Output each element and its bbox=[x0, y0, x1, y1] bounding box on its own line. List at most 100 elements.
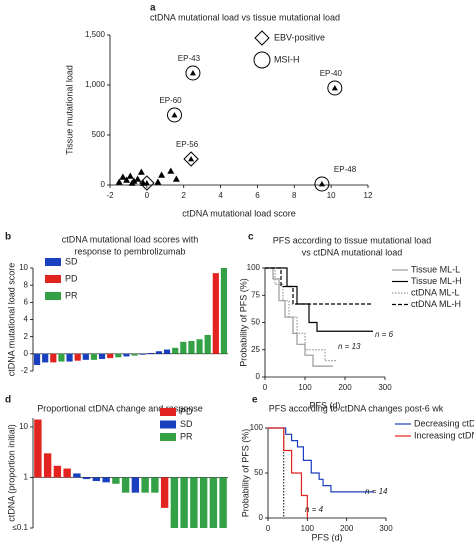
bar bbox=[151, 477, 159, 493]
y-tick-label: 1,000 bbox=[85, 80, 106, 89]
y-tick-label: 0 bbox=[259, 513, 264, 522]
chart-title: Proportional ctDNA change and response bbox=[37, 403, 203, 413]
x-tick-label: 10 bbox=[327, 191, 336, 200]
annotation: n = 6 bbox=[375, 330, 394, 339]
chart-title: ctDNA mutational load vs tissue mutation… bbox=[150, 12, 340, 22]
bar bbox=[53, 465, 62, 478]
bar bbox=[107, 353, 114, 359]
y-tick-label: 2 bbox=[24, 332, 29, 341]
bar bbox=[209, 477, 218, 528]
triangle-point bbox=[154, 178, 162, 185]
chart-title: PFS according to tissue mutational load bbox=[273, 235, 432, 245]
panel-letter: e bbox=[252, 395, 258, 406]
bar bbox=[98, 353, 106, 359]
x-axis-title: ctDNA mutational load score bbox=[182, 208, 296, 218]
ebv-marker bbox=[183, 151, 199, 167]
x-tick-label: -2 bbox=[106, 191, 114, 200]
bar bbox=[180, 477, 188, 528]
legend-swatch bbox=[45, 292, 61, 300]
legend-label: PD bbox=[65, 273, 78, 283]
y-tick-label: 100 bbox=[247, 263, 261, 272]
triangle-point bbox=[128, 179, 136, 186]
x-tick-label: 100 bbox=[301, 524, 315, 533]
triangle-point bbox=[137, 168, 145, 175]
panel-letter: d bbox=[5, 395, 11, 406]
triangle-point bbox=[134, 175, 142, 182]
y-tick-label: 75 bbox=[251, 290, 260, 299]
bar bbox=[74, 353, 81, 361]
bar bbox=[92, 477, 101, 482]
y-axis-title: Probability of PFS (%) bbox=[238, 278, 248, 367]
bar bbox=[42, 353, 49, 363]
bar bbox=[180, 341, 187, 354]
legend-swatch bbox=[160, 408, 176, 416]
annotation: n = 4 bbox=[305, 505, 324, 514]
triangle-point bbox=[189, 70, 196, 76]
x-tick-label: 100 bbox=[298, 383, 312, 392]
bar bbox=[73, 473, 81, 478]
chart-title: response to pembrolizumab bbox=[74, 246, 185, 256]
x-tick-label: 2 bbox=[181, 191, 186, 200]
y-tick-label: 1 bbox=[24, 473, 29, 482]
ebv-marker bbox=[139, 175, 155, 191]
bar bbox=[66, 353, 73, 362]
triangle-point bbox=[158, 171, 166, 178]
y-tick-label: 500 bbox=[92, 130, 106, 139]
x-tick-label: 300 bbox=[379, 524, 393, 533]
bar bbox=[170, 477, 179, 528]
triangle-point bbox=[119, 173, 127, 180]
y-tick-label: 25 bbox=[251, 345, 260, 354]
msi-marker bbox=[167, 107, 182, 123]
legend-label: ctDNA ML-H bbox=[411, 299, 461, 309]
y-tick-label: 50 bbox=[254, 468, 263, 477]
legend-label: SD bbox=[65, 256, 78, 266]
annotation: n = 14 bbox=[365, 487, 388, 496]
x-tick-label: 200 bbox=[340, 524, 354, 533]
bar bbox=[131, 353, 138, 356]
bar bbox=[123, 353, 130, 357]
y-axis-title: ctDNA (proportion initial) bbox=[6, 424, 16, 522]
y-tick-label: 10 bbox=[19, 263, 28, 272]
triangle-point bbox=[188, 156, 195, 162]
legend-swatch bbox=[45, 258, 61, 266]
legend-msi bbox=[253, 51, 271, 69]
legend-label: Increasing ctDNA bbox=[414, 430, 474, 440]
bar bbox=[199, 477, 208, 528]
y-tick-label: 50 bbox=[251, 318, 260, 327]
y-tick-label: 4 bbox=[24, 315, 29, 324]
triangle-point bbox=[318, 181, 325, 187]
point-label: EP-43 bbox=[178, 54, 201, 63]
panel-letter: b bbox=[5, 232, 11, 243]
x-tick-label: 200 bbox=[338, 383, 352, 392]
bar bbox=[188, 340, 195, 354]
msi-marker bbox=[185, 65, 201, 81]
bar bbox=[90, 353, 98, 360]
x-tick-label: 0 bbox=[263, 383, 268, 392]
bar bbox=[147, 352, 154, 354]
legend-label: ctDNA ML-L bbox=[411, 287, 460, 297]
bar bbox=[190, 477, 198, 528]
bar bbox=[82, 353, 89, 360]
chart-title: vs ctDNA mutational load bbox=[302, 247, 403, 257]
bar bbox=[50, 353, 57, 363]
bar bbox=[196, 339, 203, 354]
y-tick-label: -2 bbox=[21, 366, 29, 375]
triangle-point bbox=[126, 172, 134, 179]
annotation: n = 13 bbox=[338, 342, 361, 351]
legend-label: Decreasing ctDNA bbox=[414, 418, 474, 428]
bar bbox=[131, 477, 140, 493]
panel-letter: a bbox=[150, 3, 156, 14]
y-tick-label: 0 bbox=[101, 180, 106, 189]
bar bbox=[160, 477, 169, 508]
triangle-point bbox=[115, 178, 123, 185]
bar bbox=[139, 353, 146, 355]
legend-swatch bbox=[160, 433, 176, 441]
point-label: EP-40 bbox=[320, 69, 343, 78]
legend-label: Tissue ML-H bbox=[411, 276, 462, 286]
x-tick-label: 4 bbox=[218, 191, 223, 200]
legend-label: EBV-positive bbox=[274, 32, 325, 42]
point-label: EP-60 bbox=[159, 96, 182, 105]
point-label: EP-48 bbox=[334, 165, 357, 174]
bar bbox=[102, 477, 110, 483]
bar bbox=[58, 353, 65, 362]
